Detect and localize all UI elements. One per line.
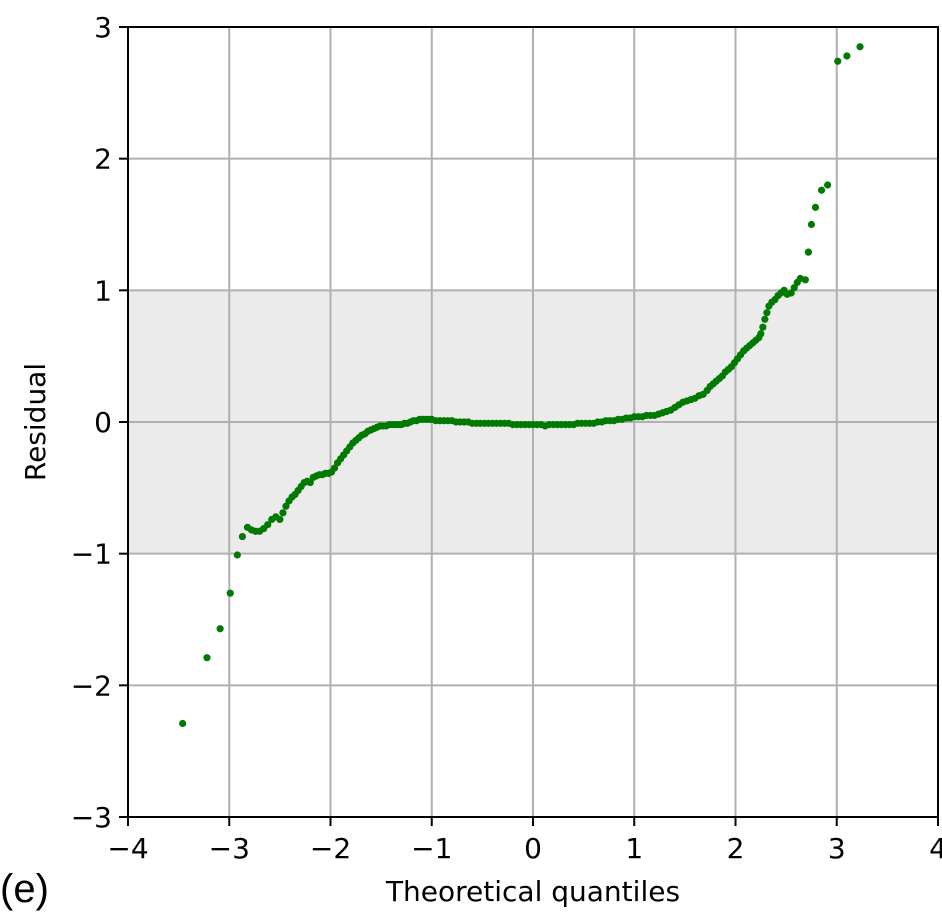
y-tick-label: 0 (94, 406, 112, 439)
y-tick-label: −3 (71, 801, 112, 834)
data-point (807, 220, 816, 229)
y-tick-label: −1 (71, 538, 112, 571)
y-tick-label: 3 (94, 11, 112, 44)
data-point (856, 43, 864, 51)
data-point (330, 464, 339, 472)
data-point (279, 509, 287, 517)
data-point (817, 186, 826, 194)
y-tick-label: −2 (71, 669, 112, 702)
data-point (216, 625, 224, 633)
data-point (834, 57, 842, 65)
data-point (238, 532, 247, 541)
x-tick-label: −4 (107, 832, 148, 865)
x-tick-label: −1 (411, 832, 452, 865)
x-tick-label: 2 (727, 832, 745, 865)
x-tick-label: 0 (524, 832, 542, 865)
data-point (226, 589, 234, 597)
x-tick-label: 1 (625, 832, 643, 865)
data-point (763, 309, 771, 317)
data-points (179, 43, 864, 728)
x-tick-label: −2 (310, 832, 351, 865)
data-point (761, 315, 769, 323)
data-point (804, 248, 813, 256)
x-axis-label: Theoretical quantiles (385, 875, 680, 908)
data-point (759, 323, 767, 331)
data-point (757, 330, 765, 338)
y-tick-label: 2 (94, 143, 112, 176)
y-axis-label: Residual (19, 363, 52, 481)
x-axis-ticks: −4 −3 −2 −1 0 1 2 3 4 (107, 817, 942, 865)
data-point (282, 502, 290, 510)
data-point (179, 719, 187, 728)
data-point (306, 478, 314, 487)
data-point (233, 551, 241, 559)
data-point (843, 52, 851, 60)
y-tick-label: 1 (94, 274, 112, 307)
panel-label: (e) (0, 867, 49, 911)
data-point (811, 203, 820, 211)
data-point (824, 181, 832, 189)
data-point (264, 521, 272, 529)
data-point (790, 284, 798, 292)
x-tick-label: 4 (929, 832, 942, 865)
y-axis-ticks: −3 −2 −1 0 1 2 3 (71, 11, 128, 834)
x-tick-label: −3 (209, 832, 250, 865)
data-point (203, 654, 211, 662)
x-tick-label: 3 (828, 832, 846, 865)
data-point (801, 276, 809, 284)
data-point (787, 289, 795, 297)
data-point (276, 515, 284, 524)
